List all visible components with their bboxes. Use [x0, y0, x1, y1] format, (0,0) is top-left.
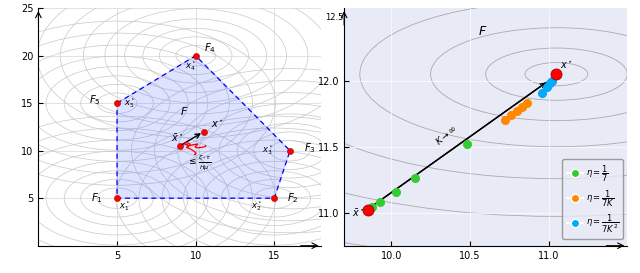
- Text: $F$: $F$: [180, 105, 188, 117]
- Text: $x_{5}^\star$: $x_{5}^\star$: [124, 96, 136, 110]
- Text: $F_{1}$: $F_{1}$: [91, 191, 102, 205]
- Text: $F_{4}$: $F_{4}$: [204, 41, 216, 55]
- Text: $x_{4}^\star$: $x_{4}^\star$: [185, 60, 196, 73]
- Text: $F$: $F$: [478, 25, 487, 38]
- Text: $F_{5}$: $F_{5}$: [89, 93, 101, 107]
- Text: $K \to \infty$: $K \to \infty$: [433, 122, 460, 147]
- Text: $\bar{x}^\star$: $\bar{x}^\star$: [170, 132, 184, 144]
- Text: 12.5: 12.5: [324, 13, 343, 22]
- Text: $x^\star$: $x^\star$: [561, 58, 573, 71]
- Text: $x_{3}^\star$: $x_{3}^\star$: [262, 144, 274, 158]
- Polygon shape: [117, 56, 290, 198]
- Text: $x_{2}^\star$: $x_{2}^\star$: [251, 200, 263, 213]
- Text: $\leq \frac{\zeta_*\tau}{H\mu}$: $\leq \frac{\zeta_*\tau}{H\mu}$: [187, 153, 211, 172]
- Legend: $\eta = \dfrac{1}{7}$, $\eta = \dfrac{1}{7K}$, $\eta = \dfrac{1}{7K^2}$: $\eta = \dfrac{1}{7}$, $\eta = \dfrac{1}…: [563, 159, 623, 239]
- Text: $\bar{x}^\star$: $\bar{x}^\star$: [352, 206, 365, 219]
- Text: $x_{1}^\star$: $x_{1}^\star$: [119, 200, 131, 213]
- Text: $F_{3}$: $F_{3}$: [305, 141, 317, 155]
- Text: $F_{2}$: $F_{2}$: [287, 191, 299, 205]
- Text: $x^\star$: $x^\star$: [211, 117, 225, 130]
